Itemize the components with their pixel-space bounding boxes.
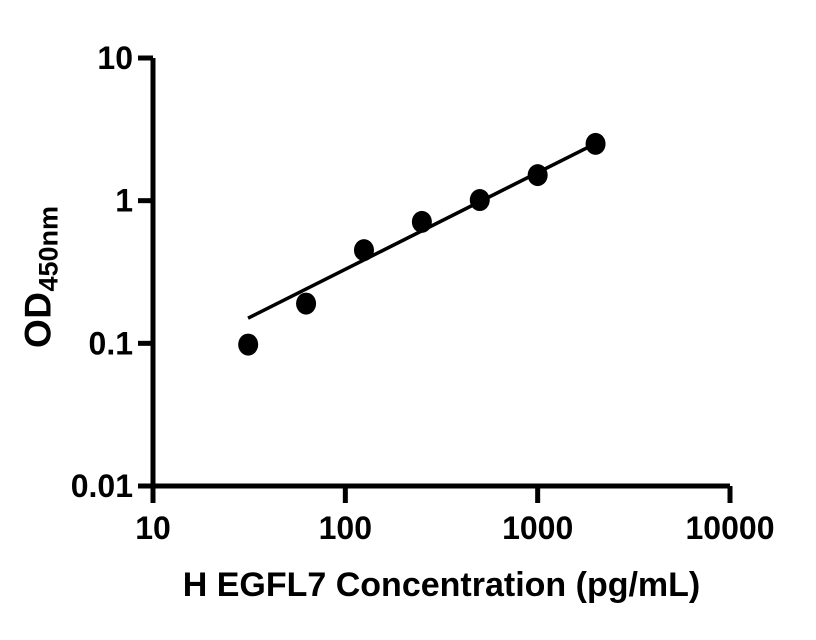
data-point <box>469 189 490 212</box>
y-axis-title-subscript: 450nm <box>33 205 64 292</box>
x-axis-title: H EGFL7 Concentration (pg/mL) <box>182 566 701 604</box>
y-tick-label: 10 <box>97 40 133 76</box>
x-tick-label: 1000 <box>502 510 573 546</box>
data-point <box>585 132 606 155</box>
y-tick-label: 1 <box>115 183 133 219</box>
data-point <box>411 210 432 233</box>
data-point <box>353 239 374 262</box>
x-tick-label: 10 <box>135 510 171 546</box>
data-point <box>527 164 548 187</box>
data-point <box>238 333 259 356</box>
y-tick-label: 0.01 <box>71 468 133 504</box>
x-tick-label: 100 <box>319 510 372 546</box>
y-axis-title-main: OD <box>17 291 59 349</box>
data-point <box>296 292 317 315</box>
axes <box>150 58 730 489</box>
y-tick-label: 0.1 <box>89 325 133 361</box>
x-tick-label: 10000 <box>686 510 775 546</box>
